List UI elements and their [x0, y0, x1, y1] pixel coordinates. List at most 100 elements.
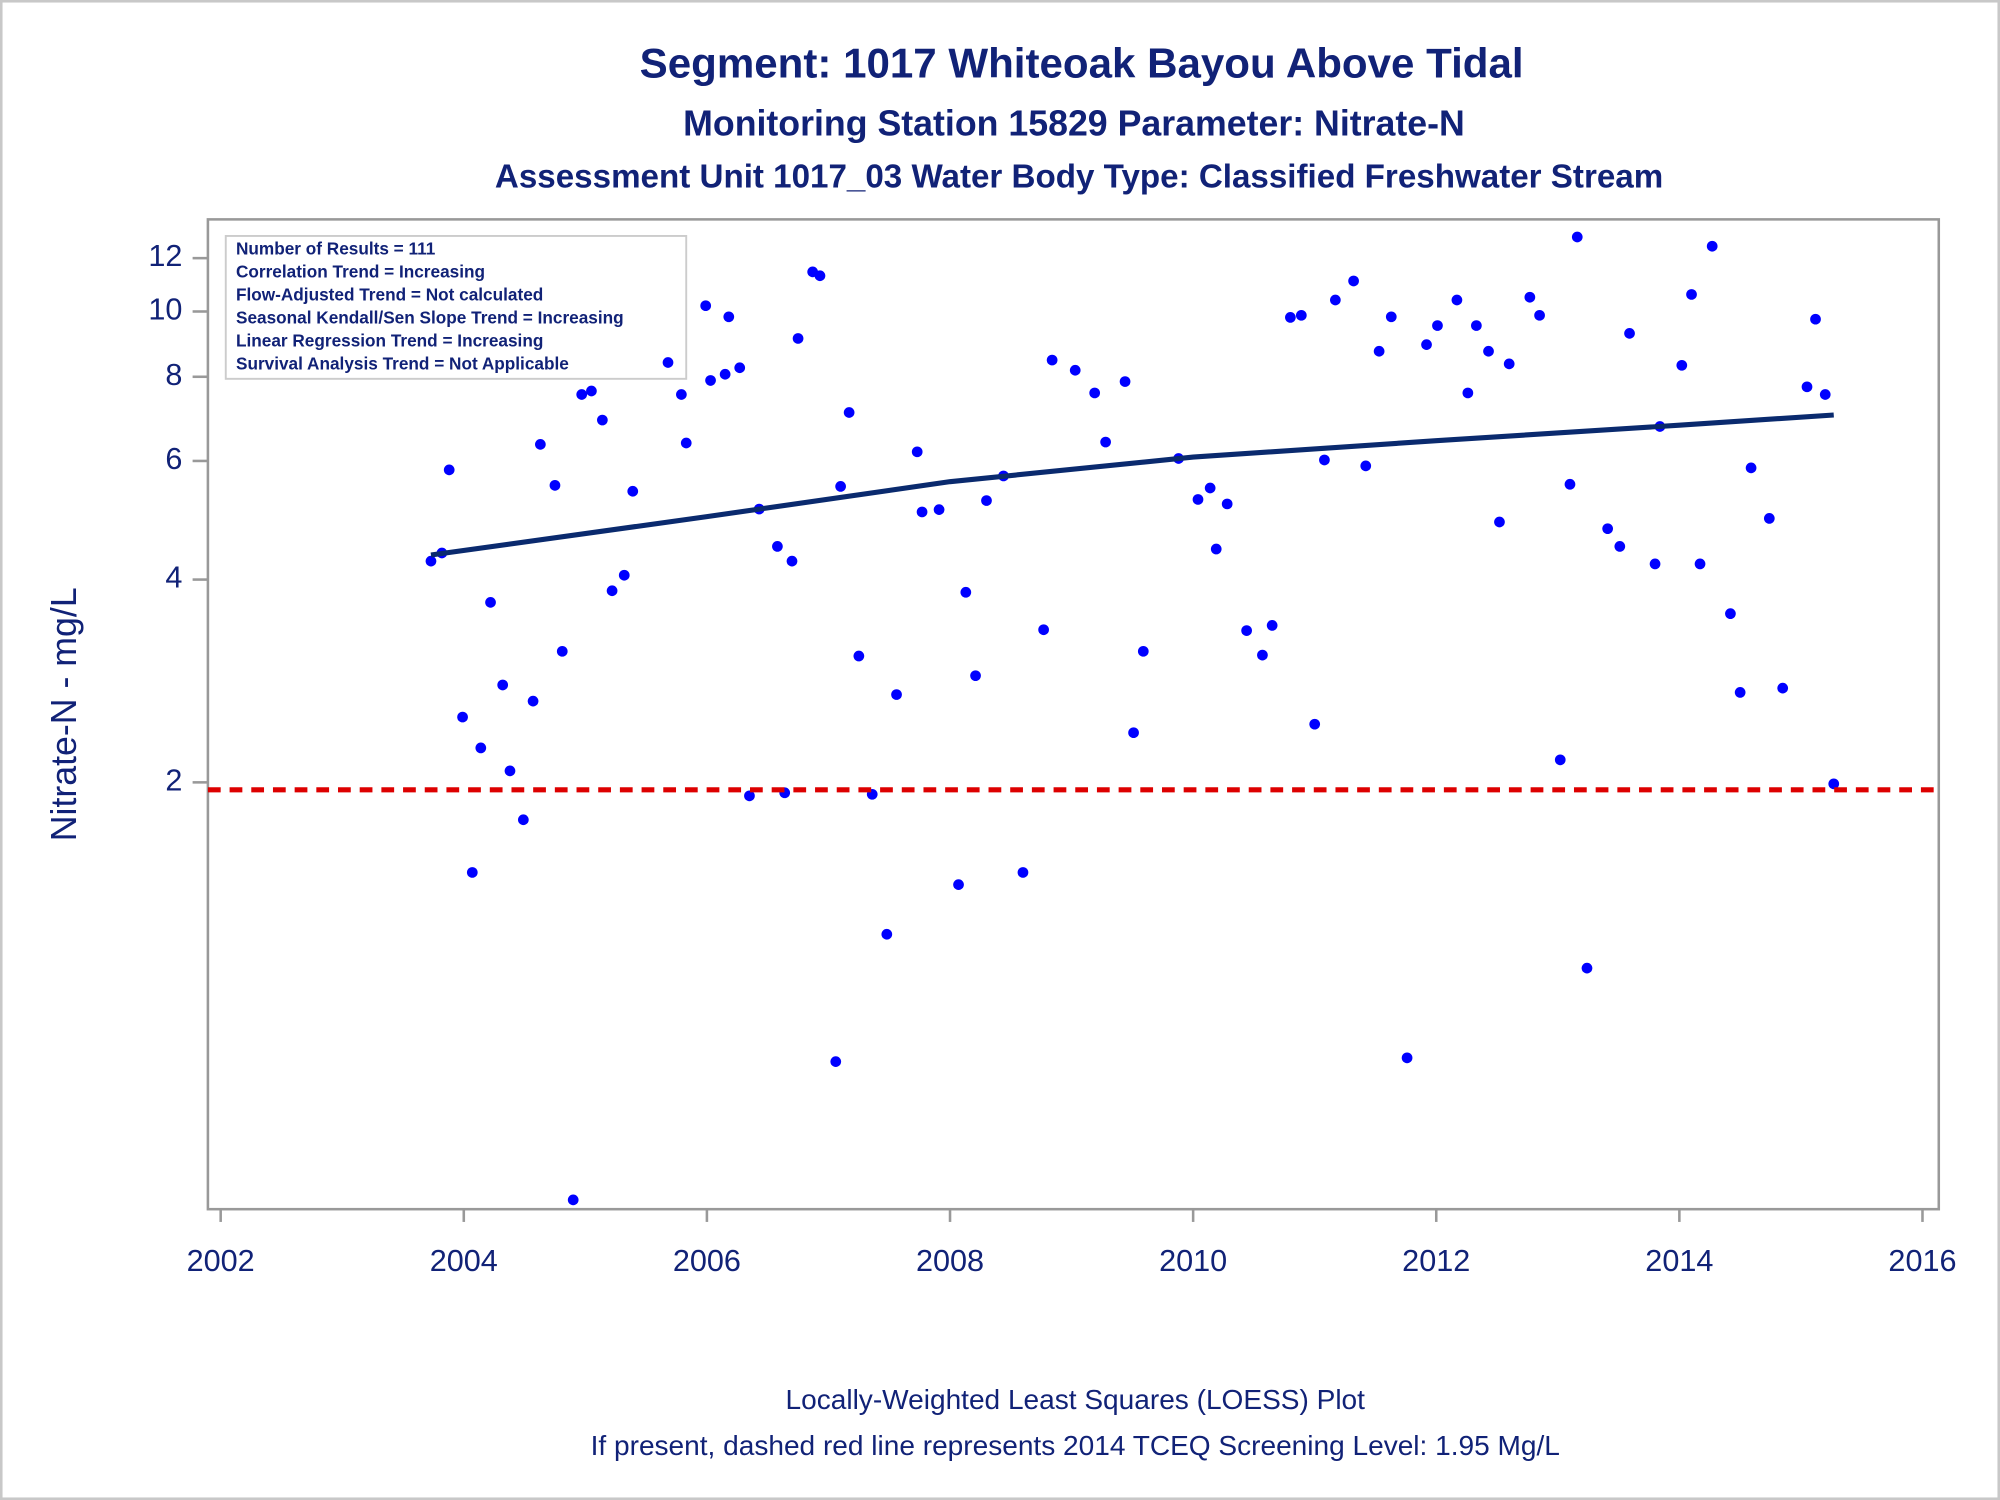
point — [1725, 608, 1736, 620]
plot-area — [206, 218, 1941, 1211]
point — [504, 765, 516, 777]
point — [1295, 309, 1307, 321]
point — [1038, 624, 1049, 636]
point — [1494, 516, 1505, 528]
point — [1204, 482, 1216, 494]
point — [1819, 389, 1831, 400]
note-box — [224, 235, 688, 380]
point — [1210, 543, 1222, 555]
x-tick-label: 2004 — [430, 1244, 498, 1278]
point — [744, 790, 755, 802]
point — [1745, 462, 1757, 474]
point — [1801, 381, 1813, 393]
point — [1241, 625, 1252, 636]
point — [1100, 436, 1111, 448]
point — [1810, 313, 1821, 325]
point — [475, 742, 487, 754]
point — [1564, 478, 1576, 490]
point — [597, 414, 608, 426]
point — [1828, 778, 1840, 790]
point — [981, 495, 992, 506]
point — [567, 1194, 579, 1206]
point — [676, 389, 687, 400]
y-axis-label: Nitrate-N - mg/L — [44, 587, 84, 841]
point — [497, 679, 509, 691]
point — [576, 389, 588, 400]
point — [1285, 312, 1296, 323]
y-tick-label: 6 — [165, 442, 182, 476]
point — [457, 711, 468, 723]
point — [1503, 358, 1515, 370]
point — [1649, 558, 1661, 570]
chart-subtitle: Assessment Unit 1017_03 Water Body Type:… — [495, 158, 1663, 195]
point — [535, 438, 546, 450]
point — [960, 586, 972, 598]
point — [1385, 311, 1397, 323]
point — [1581, 962, 1593, 974]
point — [916, 506, 928, 518]
x-tick-label: 2016 — [1888, 1244, 1956, 1278]
x-tick-label: 2002 — [187, 1244, 255, 1278]
point — [443, 464, 455, 476]
point — [662, 357, 674, 368]
point — [1137, 645, 1149, 657]
point — [1602, 523, 1614, 535]
point — [734, 362, 746, 374]
point — [606, 585, 618, 597]
footnote: Locally-Weighted Least Squares (LOESS) P… — [786, 1384, 1366, 1415]
point — [680, 437, 692, 449]
point — [700, 300, 712, 312]
point — [586, 385, 597, 397]
point — [1624, 327, 1635, 339]
note: Correlation Trend = Increasing — [236, 262, 485, 282]
point — [1554, 754, 1566, 766]
y-tick-label: 12 — [148, 239, 182, 273]
point — [1348, 275, 1359, 287]
point — [772, 541, 783, 552]
point — [1694, 558, 1706, 570]
note: Number of Results = 111 — [236, 239, 436, 259]
x-tick-label: 2010 — [1159, 1244, 1227, 1278]
point — [1017, 867, 1029, 878]
point — [1676, 359, 1688, 371]
point — [527, 695, 539, 707]
point — [556, 645, 568, 657]
point — [425, 555, 437, 567]
point — [1401, 1052, 1413, 1064]
point — [1119, 376, 1131, 387]
point — [723, 311, 735, 323]
point — [517, 814, 529, 826]
note: Survival Analysis Trend = Not Applicable — [236, 353, 569, 373]
x-tick-label: 2012 — [1402, 1244, 1470, 1278]
point — [830, 1056, 842, 1067]
point — [1471, 320, 1482, 331]
point — [1373, 345, 1385, 357]
point — [1046, 354, 1058, 366]
point — [1192, 494, 1204, 505]
note: Linear Regression Trend = Increasing — [236, 330, 543, 350]
point — [627, 485, 639, 497]
point — [1432, 320, 1443, 331]
point — [549, 479, 561, 491]
point — [1614, 541, 1626, 552]
point — [1483, 345, 1494, 357]
point — [1524, 291, 1536, 303]
point — [1128, 727, 1139, 739]
point — [792, 333, 804, 344]
point — [891, 689, 902, 700]
point — [1763, 513, 1775, 524]
point — [953, 879, 964, 890]
x-tick-label: 2006 — [673, 1244, 741, 1278]
footnote: If present, dashed red line represents 2… — [591, 1430, 1560, 1461]
point — [1421, 339, 1432, 350]
y-tick-label: 10 — [148, 293, 182, 327]
point — [881, 928, 893, 940]
chart-title: Segment: 1017 Whiteoak Bayou Above Tidal — [640, 39, 1524, 86]
point — [1686, 289, 1697, 300]
point — [853, 650, 865, 662]
note: Seasonal Kendall/Sen Slope Trend = Incre… — [236, 307, 624, 327]
point — [705, 375, 716, 386]
point — [1257, 649, 1268, 661]
